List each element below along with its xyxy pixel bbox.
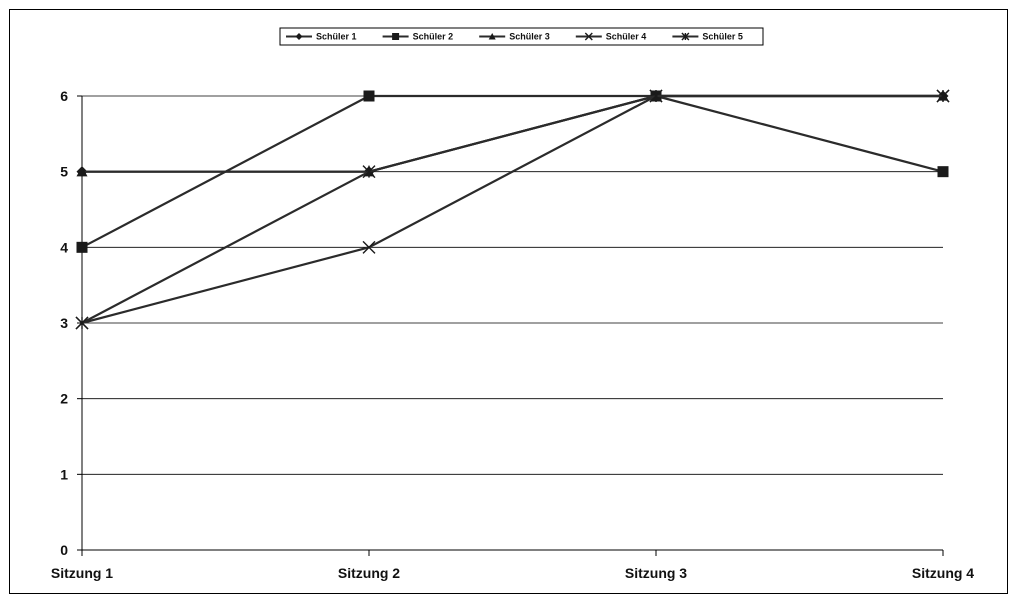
legend-label: Schüler 3 bbox=[509, 32, 550, 42]
legend-marker-asterisk bbox=[681, 32, 690, 41]
legend-marker-diamond bbox=[295, 33, 303, 40]
legend-item: Schüler 2 bbox=[382, 32, 454, 42]
series-line bbox=[81, 94, 943, 325]
x-tick-label: Sitzung 2 bbox=[338, 565, 400, 581]
data-point-triangle bbox=[76, 166, 88, 177]
legend-item: Schüler 3 bbox=[479, 32, 550, 42]
x-tick-label: Sitzung 1 bbox=[51, 565, 113, 581]
series-line bbox=[81, 94, 943, 324]
legend-label: Schüler 2 bbox=[413, 32, 454, 42]
data-point-asterisk bbox=[362, 165, 376, 179]
y-tick-label: 6 bbox=[60, 88, 68, 104]
data-point-x bbox=[362, 240, 376, 254]
legend-label: Schüler 4 bbox=[606, 32, 647, 42]
legend-marker-x bbox=[584, 32, 593, 41]
data-point-square bbox=[76, 241, 88, 253]
chart-frame bbox=[9, 9, 1008, 594]
y-tick-label: 5 bbox=[60, 164, 68, 180]
y-tick-label: 4 bbox=[60, 239, 68, 255]
legend-item: Schüler 1 bbox=[286, 32, 357, 42]
y-tick-label: 2 bbox=[60, 391, 68, 407]
data-point-asterisk bbox=[75, 316, 89, 330]
legend-item: Schüler 5 bbox=[672, 32, 743, 42]
tick-labels: 0 1 2 3 4 5 6 Sitzung 1 Sitzung 2 Sitzung 3 Sitzun… bbox=[51, 88, 974, 581]
y-tick-label: 1 bbox=[60, 466, 68, 482]
data-point-square bbox=[937, 166, 949, 178]
legend-marker-square bbox=[392, 33, 400, 40]
series-5 bbox=[75, 89, 950, 330]
data-point-square bbox=[363, 90, 375, 102]
legend-item: Schüler 4 bbox=[575, 32, 647, 42]
legend-label: Schüler 1 bbox=[316, 32, 357, 42]
x-tick-label: Sitzung 4 bbox=[912, 565, 974, 581]
data-point-asterisk bbox=[936, 89, 950, 103]
legend-marker-triangle bbox=[488, 33, 496, 40]
legend-box bbox=[279, 27, 764, 46]
legend: Schüler 1 Schüler 2 Schüler 3 Schüler 4 Schü… bbox=[279, 27, 764, 46]
legend-label: Schüler 5 bbox=[702, 32, 743, 42]
gridlines bbox=[82, 95, 943, 475]
series-group bbox=[75, 89, 950, 330]
y-tick-label: 0 bbox=[60, 542, 68, 558]
data-point-asterisk bbox=[649, 89, 663, 103]
series-4 bbox=[75, 89, 950, 330]
x-tick-label: Sitzung 3 bbox=[625, 565, 687, 581]
axes bbox=[77, 95, 944, 556]
y-tick-label: 3 bbox=[60, 315, 68, 331]
